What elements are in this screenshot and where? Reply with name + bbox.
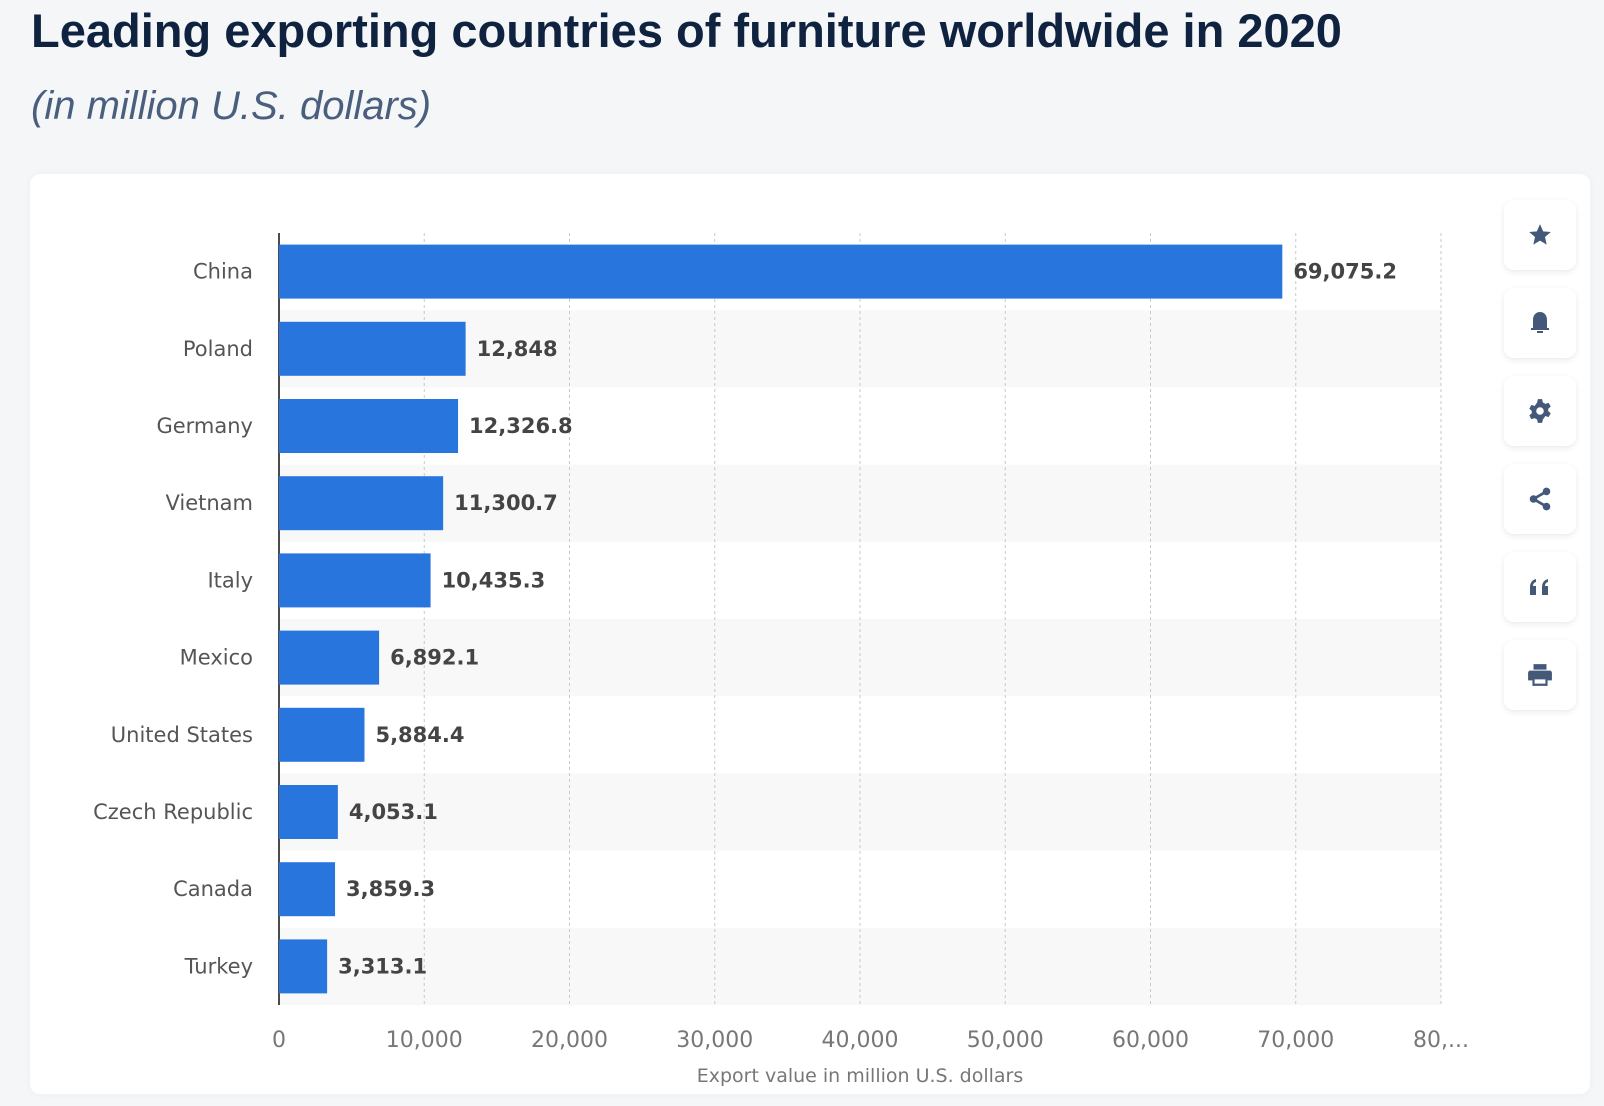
category-label: United States	[111, 723, 253, 747]
settings-button[interactable]	[1504, 376, 1576, 446]
cite-button[interactable]	[1504, 552, 1576, 622]
bar	[279, 244, 1283, 299]
category-label: China	[193, 260, 253, 284]
category-label: Canada	[173, 877, 253, 901]
bar	[279, 707, 365, 762]
bar	[279, 476, 444, 531]
x-tick-label: 40,000	[822, 1028, 899, 1053]
bar	[279, 862, 336, 917]
category-label: Turkey	[184, 954, 253, 978]
page-title: Leading exporting countries of furniture…	[31, 4, 1342, 57]
x-tick-label: 30,000	[676, 1028, 753, 1053]
category-label: Mexico	[180, 646, 253, 670]
data-label: 12,326.8	[469, 414, 573, 438]
x-tick-label: 0	[272, 1028, 286, 1053]
category-label: Czech Republic	[93, 800, 253, 824]
bar	[279, 630, 380, 685]
data-label: 5,884.4	[375, 723, 464, 747]
x-tick-label: 20,000	[531, 1028, 608, 1053]
star-icon	[1529, 224, 1551, 245]
x-tick-label: 10,000	[386, 1028, 463, 1053]
quote-icon	[1530, 579, 1548, 595]
category-label: Vietnam	[165, 491, 253, 515]
favorite-button[interactable]	[1504, 200, 1576, 270]
x-tick-label: 60,000	[1112, 1028, 1189, 1053]
bar-chart: 0 10,000 20,000 30,000 40,000 50,000 60,000 70,…	[93, 233, 1469, 1087]
share-icon	[1529, 487, 1551, 511]
gear-icon	[1529, 399, 1551, 423]
print-button[interactable]	[1504, 640, 1576, 710]
bar	[279, 399, 459, 453]
category-label: Poland	[183, 337, 253, 361]
data-label: 6,892.1	[390, 646, 479, 670]
data-label: 12,848	[477, 337, 558, 361]
data-label: 10,435.3	[442, 568, 546, 592]
x-axis-title: Export value in million U.S. dollars	[697, 1065, 1024, 1087]
x-tick-label: 50,000	[967, 1028, 1044, 1053]
notification-button[interactable]	[1504, 288, 1576, 358]
x-tick-label: 70,000	[1257, 1028, 1334, 1053]
page-subtitle: (in million U.S. dollars)	[31, 84, 432, 128]
print-icon	[1528, 664, 1552, 686]
share-button[interactable]	[1504, 464, 1576, 534]
data-label: 4,053.1	[349, 800, 438, 824]
bar	[279, 939, 328, 994]
bar	[279, 553, 431, 608]
bar	[279, 785, 338, 839]
data-label: 3,313.1	[338, 954, 427, 978]
data-label: 11,300.7	[454, 491, 558, 515]
data-label: 69,075.2	[1293, 260, 1397, 284]
data-label: 3,859.3	[346, 877, 435, 901]
x-tick-label: 80,...	[1413, 1028, 1469, 1053]
category-label: Italy	[207, 568, 253, 592]
bar	[279, 321, 466, 376]
category-label: Germany	[156, 414, 253, 438]
bell-icon	[1531, 312, 1549, 333]
